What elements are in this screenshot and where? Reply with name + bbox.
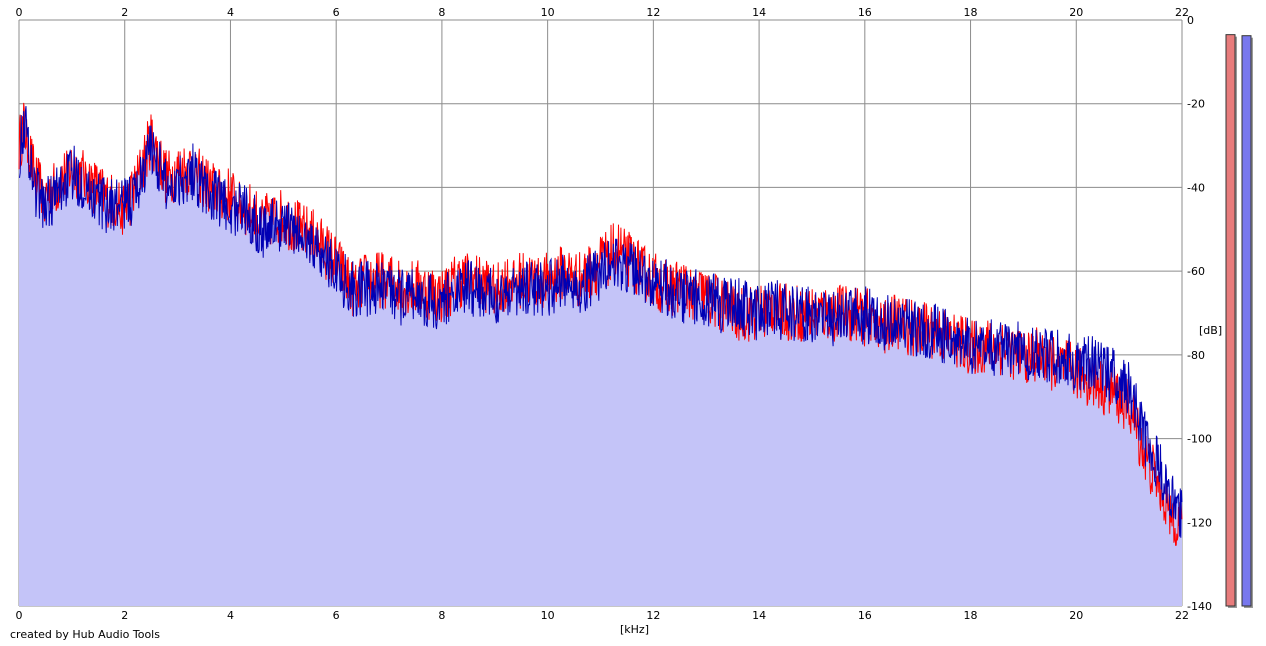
credit-text: created by Hub Audio Tools bbox=[10, 628, 160, 641]
y-tick-label: -20 bbox=[1187, 98, 1205, 111]
x-tick-label-top: 22 bbox=[1175, 6, 1189, 19]
x-tick-label-bottom: 8 bbox=[438, 609, 445, 622]
series-line-blue bbox=[18, 106, 1183, 538]
x-tick-label-bottom: 12 bbox=[646, 609, 660, 622]
x-tick-label-top: 20 bbox=[1069, 6, 1083, 19]
x-tick-label-bottom: 14 bbox=[752, 609, 766, 622]
y-tick-label: -120 bbox=[1187, 516, 1212, 529]
y-tick-label: -60 bbox=[1187, 265, 1205, 278]
x-tick-labels-bottom: 0 2 4 6 8 10 12 14 16 18 20 22 bbox=[16, 609, 1190, 622]
x-tick-label-top: 2 bbox=[121, 6, 128, 19]
x-tick-label-top: 6 bbox=[333, 6, 340, 19]
x-tick-label-top: 10 bbox=[541, 6, 555, 19]
level-meter-bar bbox=[1225, 34, 1236, 607]
x-tick-label-bottom: 10 bbox=[541, 609, 555, 622]
x-tick-label-bottom: 22 bbox=[1175, 609, 1189, 622]
x-axis-label: [kHz] bbox=[620, 623, 649, 636]
x-tick-label-top: 4 bbox=[227, 6, 234, 19]
y-tick-label: 0 bbox=[1187, 14, 1194, 27]
x-tick-labels-top: 0 2 4 6 8 10 12 14 16 18 20 22 bbox=[16, 6, 1190, 19]
x-tick-label-bottom: 6 bbox=[333, 609, 340, 622]
x-tick-label-top: 14 bbox=[752, 6, 766, 19]
x-tick-label-top: 0 bbox=[16, 6, 23, 19]
x-tick-label-bottom: 16 bbox=[858, 609, 872, 622]
spectrum-fill-area bbox=[19, 102, 1182, 607]
y-tick-labels: 0 -20 -40 -60 -80 -100 -120 -140 bbox=[1187, 14, 1212, 613]
level-meter-bar bbox=[1241, 35, 1252, 607]
x-tick-label-bottom: 20 bbox=[1069, 609, 1083, 622]
y-axis-label: [dB] bbox=[1199, 324, 1222, 337]
y-tick-label: -40 bbox=[1187, 181, 1205, 194]
x-tick-label-bottom: 0 bbox=[16, 609, 23, 622]
x-tick-label-top: 12 bbox=[646, 6, 660, 19]
x-tick-label-bottom: 2 bbox=[121, 609, 128, 622]
x-tick-label-bottom: 18 bbox=[964, 609, 978, 622]
y-tick-label: -80 bbox=[1187, 349, 1205, 362]
level-meters bbox=[1225, 34, 1253, 609]
x-tick-label-bottom: 4 bbox=[227, 609, 234, 622]
x-tick-label-top: 16 bbox=[858, 6, 872, 19]
y-tick-label: -100 bbox=[1187, 433, 1212, 446]
y-tick-label: -140 bbox=[1187, 600, 1212, 613]
x-tick-label-top: 18 bbox=[964, 6, 978, 19]
x-tick-label-top: 8 bbox=[438, 6, 445, 19]
series-line-red bbox=[18, 102, 1183, 546]
